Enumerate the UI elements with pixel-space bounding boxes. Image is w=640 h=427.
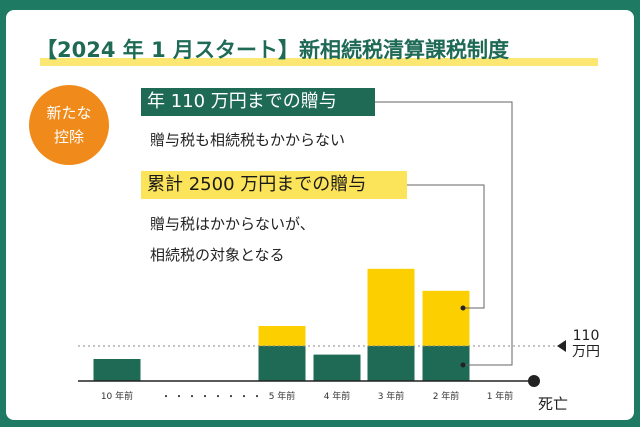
threshold-pointer-icon <box>557 340 566 352</box>
badge-line2: 控除 <box>53 128 84 146</box>
x-tick-label: 5 年前 <box>268 392 296 402</box>
annual-connector-dot <box>460 362 466 368</box>
new-deduction-badge: 新たな 控除 <box>29 85 109 165</box>
card <box>6 10 634 420</box>
threshold-value: 110 <box>572 328 600 344</box>
x-tick-label: 1 年前 <box>486 392 514 402</box>
bar-annual-3 <box>367 345 415 381</box>
bar-annual-2 <box>313 354 361 381</box>
cumulative-gift-label: 累計 2500 万円までの贈与 <box>141 171 407 199</box>
annual-gift-label: 年 110 万円までの贈与 <box>141 88 375 116</box>
x-tick-label: 3 年前 <box>377 392 405 402</box>
cumulative-connector-dot <box>460 305 466 311</box>
page-title: 【2024 年 1 月スタート】新相続税清算課税制度 <box>36 38 509 62</box>
death-label: 死亡 <box>538 395 569 413</box>
badge-line1: 新たな <box>46 104 92 122</box>
bar-cumulative-1 <box>258 326 306 346</box>
cumulative-desc-line2: 相続税の対象となる <box>150 246 285 264</box>
x-tick-label: 10 年前 <box>100 392 134 402</box>
annual-connector-line <box>375 101 513 366</box>
cumulative-desc-line1: 贈与税はかからないが、 <box>150 215 315 233</box>
bar-annual-1 <box>258 345 306 381</box>
x-tick-label: 2 年前 <box>432 392 460 402</box>
threshold-unit: 万円 <box>572 344 600 360</box>
cumulative-connector-line <box>407 184 485 309</box>
threshold-label: 110 万円 <box>572 328 600 360</box>
bar-annual-0 <box>93 359 141 381</box>
bar-cumulative-3 <box>367 268 415 346</box>
death-marker-icon <box>528 375 540 387</box>
title-underline <box>40 58 598 66</box>
ellipsis-dots: ・・・・・・・・ <box>161 392 265 403</box>
bars-layer <box>93 268 470 381</box>
bar-cumulative-4 <box>422 290 470 346</box>
x-tick-label: 4 年前 <box>323 392 351 402</box>
annual-gift-description: 贈与税も相続税もかからない <box>150 131 346 149</box>
